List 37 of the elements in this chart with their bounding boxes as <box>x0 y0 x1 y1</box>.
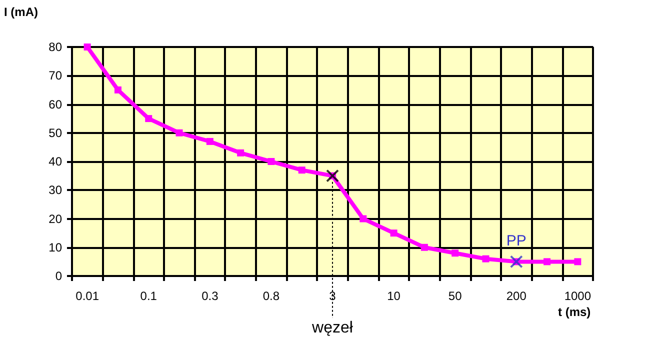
point <box>237 149 244 156</box>
y-tick-label: 80 <box>48 40 62 54</box>
x-tick-label: 0.8 <box>262 289 280 303</box>
y-tick-label: 70 <box>48 68 62 83</box>
annotation: węzeł <box>311 320 354 336</box>
y-tick-label: 60 <box>48 97 62 112</box>
point <box>360 215 367 222</box>
x-tick-label: 10 <box>387 289 401 303</box>
point <box>145 115 152 122</box>
point <box>206 138 214 145</box>
x-tick-label: 0.01 <box>76 289 100 303</box>
x-tick-label: 50 <box>448 289 462 303</box>
y-axis-title: I (mA) <box>4 5 38 19</box>
annotation: PP <box>506 232 526 250</box>
point <box>84 44 91 50</box>
y-tick-label: 40 <box>48 154 62 168</box>
point <box>268 158 275 165</box>
point <box>482 255 490 262</box>
point <box>176 129 183 136</box>
y-tick-label: 30 <box>48 183 62 198</box>
x-tick-label: 200 <box>506 289 527 303</box>
point <box>452 250 459 257</box>
point <box>544 258 551 266</box>
point <box>390 230 398 237</box>
y-tick-label: 10 <box>48 240 62 254</box>
x-tick-label: 0.1 <box>140 289 158 303</box>
point <box>114 86 122 94</box>
point <box>298 166 306 174</box>
x-axis-title: t (ms) <box>558 305 591 319</box>
x-tick-label: 1000 <box>564 289 592 303</box>
y-tick-label: 0 <box>55 269 62 283</box>
x-tick-label: 0.3 <box>202 289 219 303</box>
x-tick-label: 3 <box>329 289 336 303</box>
y-tick-label: 50 <box>48 126 62 140</box>
point <box>574 258 582 266</box>
point <box>420 244 428 251</box>
y-tick-label: 20 <box>48 212 62 226</box>
